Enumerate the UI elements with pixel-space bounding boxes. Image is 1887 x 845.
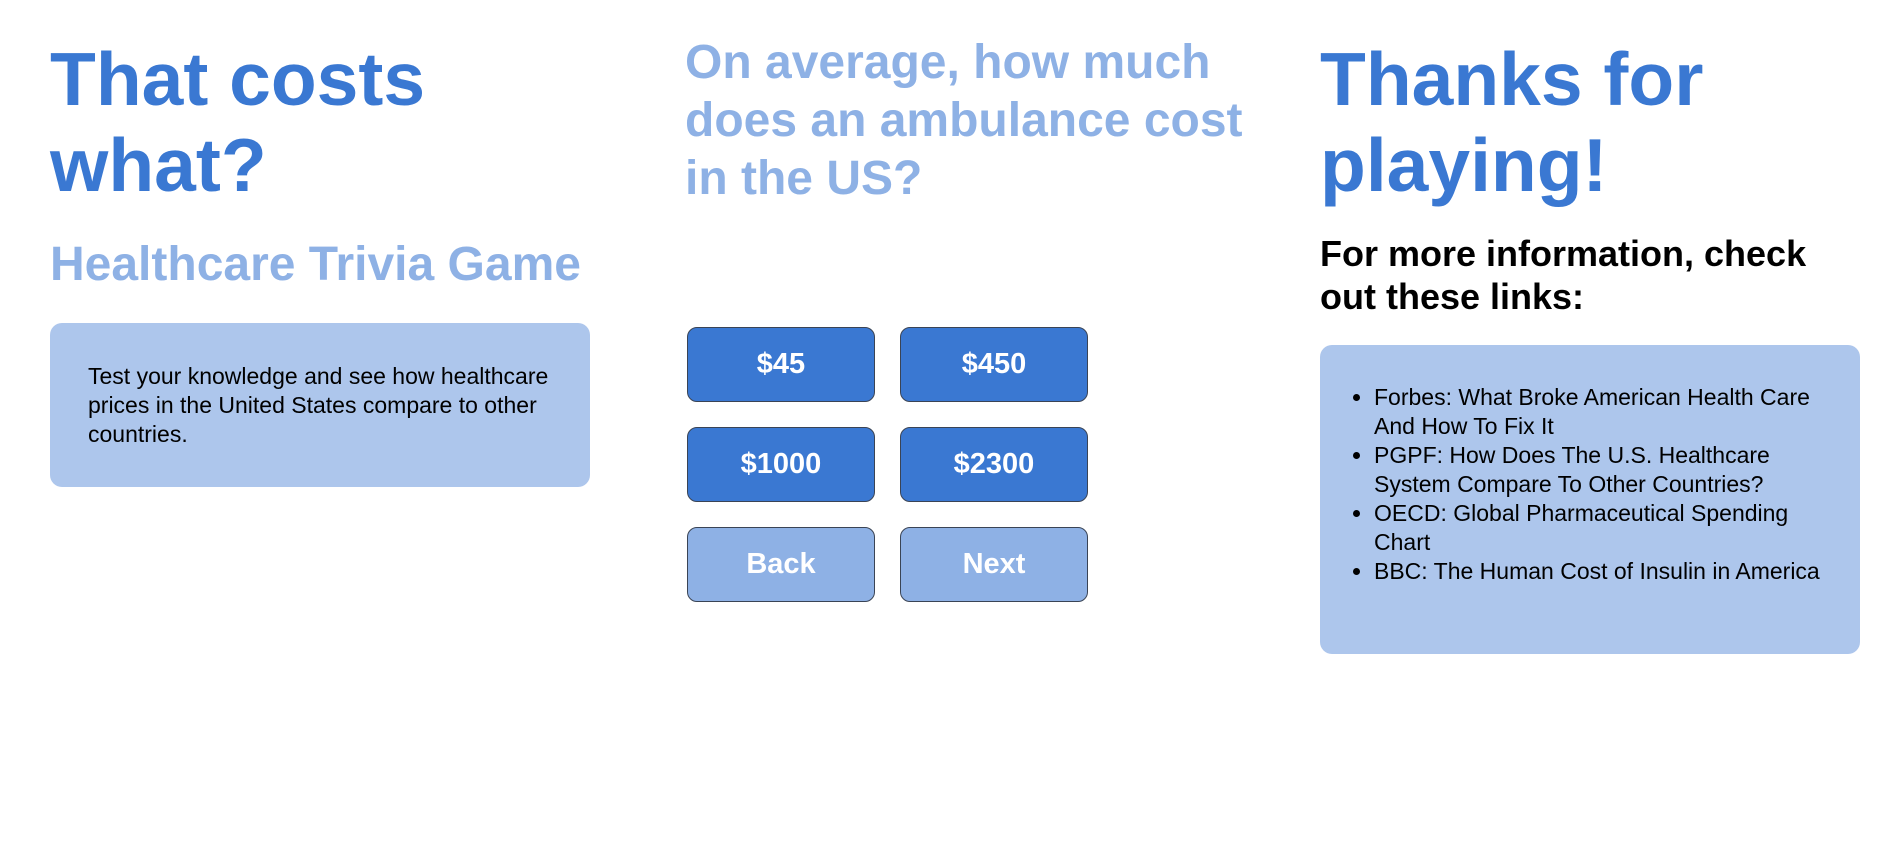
link-bbc[interactable]: BBC: The Human Cost of Insulin in Americ… — [1374, 558, 1820, 584]
intro-panel: That costs what? Healthcare Trivia Game … — [50, 0, 590, 487]
list-item: BBC: The Human Cost of Insulin in Americ… — [1374, 557, 1830, 586]
thanks-title: Thanks for playing! — [1320, 37, 1704, 207]
link-pgpf[interactable]: PGPF: How Does The U.S. Healthcare Syste… — [1374, 442, 1770, 497]
game-title: That costs what? — [50, 37, 426, 207]
list-item: Forbes: What Broke American Health Care … — [1374, 383, 1830, 441]
answer-button-45[interactable]: $45 — [687, 327, 875, 402]
list-item: OECD: Global Pharmaceutical Spending Cha… — [1374, 499, 1830, 557]
intro-description-box: Test your knowledge and see how healthca… — [50, 323, 590, 487]
game-subtitle: Healthcare Trivia Game — [50, 238, 581, 291]
quiz-panel: On average, how much does an ambulance c… — [685, 0, 1245, 602]
quiz-question: On average, how much does an ambulance c… — [685, 36, 1243, 205]
next-button[interactable]: Next — [900, 527, 1088, 602]
link-forbes[interactable]: Forbes: What Broke American Health Care … — [1374, 384, 1810, 439]
answer-button-2300[interactable]: $2300 — [900, 427, 1088, 502]
more-info-heading: For more information, check out these li… — [1320, 233, 1807, 317]
intro-description: Test your knowledge and see how healthca… — [88, 363, 549, 447]
answer-button-450[interactable]: $450 — [900, 327, 1088, 402]
back-button[interactable]: Back — [687, 527, 875, 602]
links-list: Forbes: What Broke American Health Care … — [1346, 383, 1830, 586]
list-item: PGPF: How Does The U.S. Healthcare Syste… — [1374, 441, 1830, 499]
link-oecd[interactable]: OECD: Global Pharmaceutical Spending Cha… — [1374, 500, 1789, 555]
answer-button-grid: $45 $450 $1000 $2300 Back Next — [687, 327, 1088, 602]
outro-panel: Thanks for playing! For more information… — [1320, 0, 1860, 654]
answer-button-1000[interactable]: $1000 — [687, 427, 875, 502]
links-box: Forbes: What Broke American Health Care … — [1320, 345, 1860, 654]
